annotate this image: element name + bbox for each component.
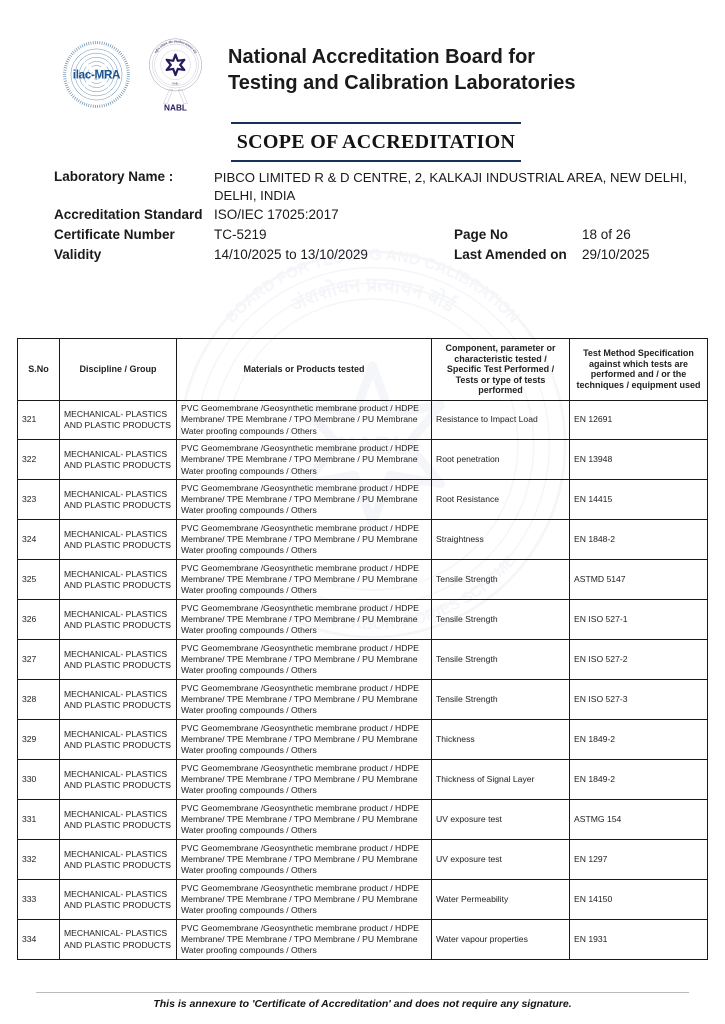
svg-text:अंशशोधन प्रत्यायन बोर्ड: अंशशोधन प्रत्यायन बोर्ड	[287, 274, 461, 317]
svg-text:- NABL -: - NABL -	[171, 83, 180, 86]
svg-text:ilac-MRA: ilac-MRA	[73, 69, 121, 82]
svg-text:NABL: NABL	[164, 103, 187, 112]
svg-text:राष्ट्रीय परीक्षण और अंशशोधन प: राष्ट्रीय परीक्षण और अंशशोधन प्रत्यायन ब…	[153, 40, 197, 55]
